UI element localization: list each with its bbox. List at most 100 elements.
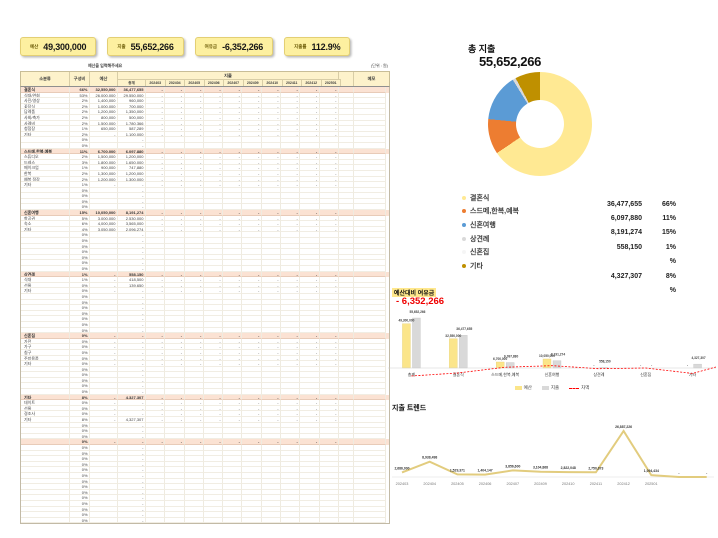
cell[interactable]: [223, 461, 243, 468]
cell[interactable]: 900,000: [90, 165, 118, 171]
cell[interactable]: -: [242, 154, 262, 160]
cell[interactable]: -: [184, 288, 204, 294]
cell[interactable]: -: [146, 131, 166, 138]
cell[interactable]: -: [281, 333, 301, 339]
cell[interactable]: [281, 461, 301, 468]
cell[interactable]: [184, 293, 204, 300]
cell[interactable]: [319, 266, 339, 272]
cell[interactable]: [90, 461, 118, 468]
cell[interactable]: [90, 187, 118, 194]
cell[interactable]: 숙소: [21, 221, 70, 227]
cell[interactable]: [21, 461, 70, 468]
cell[interactable]: -: [300, 109, 320, 115]
cell[interactable]: [184, 461, 204, 468]
cell[interactable]: -: [118, 517, 146, 524]
cell[interactable]: -: [300, 411, 320, 418]
cell[interactable]: -: [184, 355, 204, 362]
cell[interactable]: [319, 372, 339, 378]
cell[interactable]: 침구: [21, 349, 70, 356]
cell[interactable]: [223, 266, 243, 272]
cell[interactable]: 항공권: [21, 215, 70, 222]
cell[interactable]: -: [165, 226, 185, 233]
cell[interactable]: -: [184, 400, 204, 406]
cell[interactable]: -: [203, 126, 224, 132]
summary-chip-3[interactable]: 지출률 112.9%: [284, 37, 351, 56]
cell[interactable]: [165, 260, 185, 266]
cell[interactable]: [165, 249, 185, 255]
cell[interactable]: -: [184, 92, 204, 99]
cell[interactable]: [261, 428, 282, 434]
cell[interactable]: [242, 299, 262, 306]
cell[interactable]: [184, 254, 204, 261]
cell[interactable]: [353, 428, 386, 434]
cell[interactable]: -: [300, 344, 320, 350]
cell[interactable]: [223, 327, 243, 334]
cell[interactable]: -: [261, 176, 282, 183]
cell[interactable]: [353, 193, 386, 199]
cell[interactable]: [261, 472, 282, 479]
cell[interactable]: [353, 439, 386, 445]
cell[interactable]: [338, 210, 354, 216]
cell[interactable]: -: [90, 400, 118, 406]
cell[interactable]: [353, 238, 386, 244]
cell[interactable]: 2%: [70, 131, 90, 138]
cell[interactable]: 가전: [21, 338, 70, 345]
cell[interactable]: -: [146, 417, 166, 423]
cell[interactable]: -: [118, 372, 146, 378]
cell[interactable]: [21, 500, 70, 507]
cell[interactable]: -: [281, 221, 301, 227]
cell[interactable]: [281, 467, 301, 473]
cell[interactable]: [203, 321, 224, 328]
cell[interactable]: -: [223, 344, 243, 350]
cell[interactable]: [90, 366, 118, 373]
cell[interactable]: [261, 461, 282, 468]
cell[interactable]: [242, 310, 262, 317]
cell[interactable]: [300, 142, 320, 149]
cell[interactable]: [338, 361, 354, 367]
cell[interactable]: [300, 137, 320, 143]
cell[interactable]: -: [223, 417, 243, 423]
cell[interactable]: [338, 305, 354, 311]
cell[interactable]: [338, 417, 354, 423]
cell[interactable]: [90, 472, 118, 479]
cell[interactable]: [90, 433, 118, 440]
cell[interactable]: [203, 383, 224, 390]
cell[interactable]: 0%: [70, 512, 90, 518]
cell[interactable]: [146, 506, 166, 513]
cell[interactable]: -: [90, 361, 118, 367]
cell[interactable]: -: [319, 405, 339, 412]
cell[interactable]: [300, 232, 320, 239]
cell[interactable]: [184, 467, 204, 473]
cell[interactable]: [281, 472, 301, 479]
cell[interactable]: -: [90, 344, 118, 350]
cell[interactable]: [90, 254, 118, 261]
table-row[interactable]: 0% -: [21, 260, 389, 266]
cell[interactable]: -: [118, 293, 146, 300]
cell[interactable]: [242, 472, 262, 479]
cell[interactable]: [146, 232, 166, 239]
cell[interactable]: -: [184, 109, 204, 115]
cell[interactable]: -: [261, 333, 282, 339]
table-group-row[interactable]: 0% - - - - - - - - - - - -: [21, 439, 389, 445]
cell[interactable]: -: [146, 221, 166, 227]
cell[interactable]: [21, 137, 70, 143]
cell[interactable]: [184, 517, 204, 524]
cell[interactable]: [338, 333, 354, 339]
cell[interactable]: [261, 293, 282, 300]
cell[interactable]: -: [118, 321, 146, 328]
cell[interactable]: -: [300, 87, 320, 93]
cell[interactable]: [353, 288, 386, 294]
cell[interactable]: -: [319, 282, 339, 289]
cell[interactable]: -: [300, 277, 320, 283]
cell[interactable]: [338, 159, 354, 166]
table-row[interactable]: 기타 2% -1,100,000- - - - - - - - - -: [21, 131, 389, 138]
cell[interactable]: -: [223, 349, 243, 356]
cell[interactable]: -: [319, 182, 339, 188]
table-row[interactable]: 0% -: [21, 243, 389, 250]
cell[interactable]: [300, 327, 320, 334]
cell[interactable]: [203, 450, 224, 457]
cell[interactable]: [223, 500, 243, 507]
cell[interactable]: [21, 467, 70, 473]
cell[interactable]: -: [184, 226, 204, 233]
cell[interactable]: [90, 445, 118, 451]
